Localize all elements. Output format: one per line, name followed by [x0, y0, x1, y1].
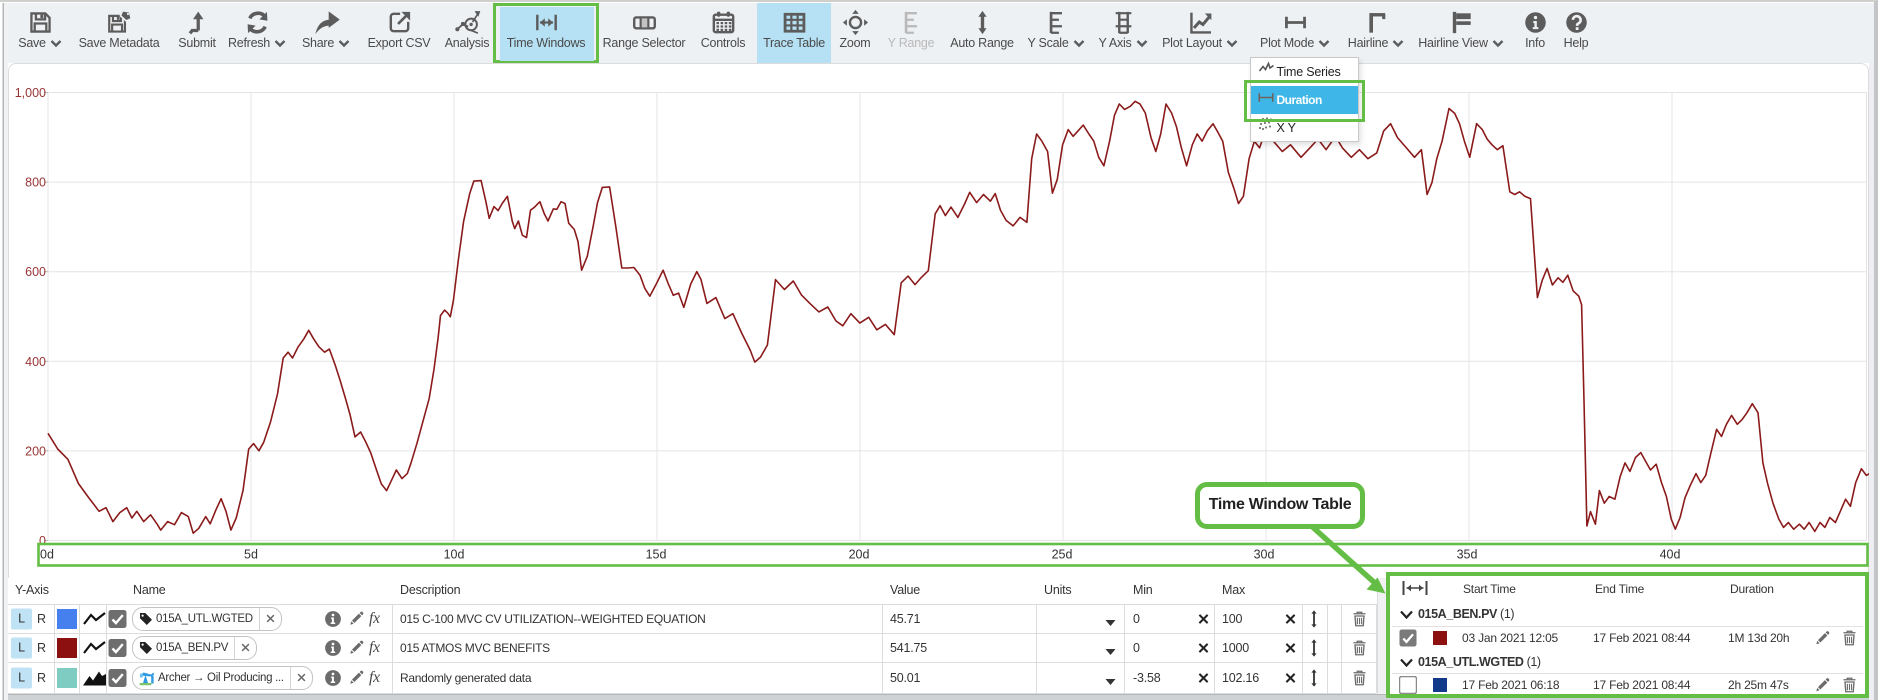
svg-text:35d: 35d	[1457, 548, 1478, 562]
svg-text:10d: 10d	[444, 548, 465, 562]
svg-text:25d: 25d	[1052, 548, 1073, 562]
svg-text:200: 200	[25, 444, 46, 458]
svg-text:600: 600	[25, 265, 46, 279]
svg-text:15d: 15d	[646, 548, 667, 562]
svg-text:40d: 40d	[1660, 548, 1681, 562]
svg-text:30d: 30d	[1254, 548, 1275, 562]
svg-text:1,000: 1,000	[15, 86, 46, 100]
svg-text:0: 0	[39, 534, 46, 548]
svg-text:400: 400	[25, 355, 46, 369]
svg-text:5d: 5d	[244, 548, 258, 562]
svg-text:0d: 0d	[40, 548, 54, 562]
svg-text:800: 800	[25, 176, 46, 190]
svg-text:20d: 20d	[849, 548, 870, 562]
